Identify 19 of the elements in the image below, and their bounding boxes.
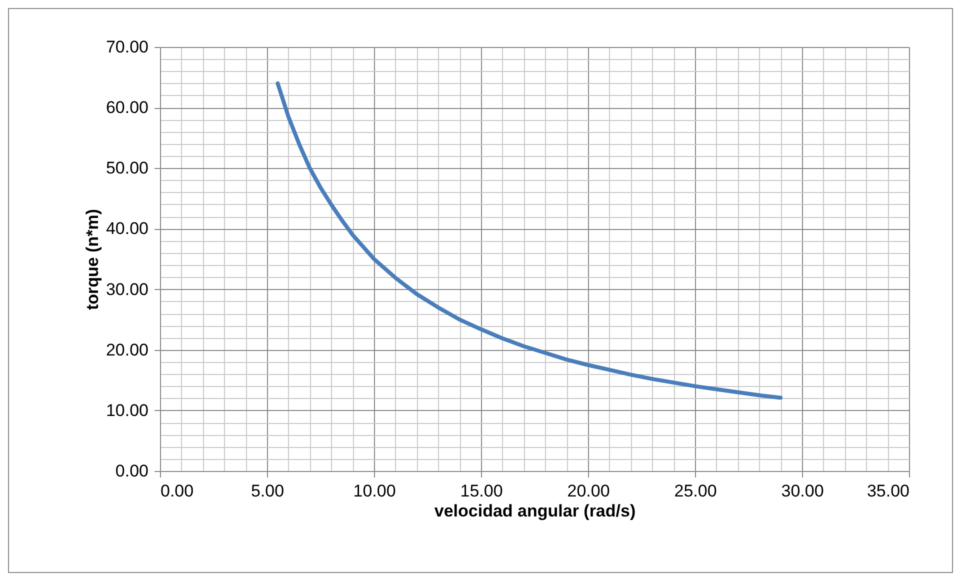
- y-tick-label: 30.00: [106, 280, 148, 299]
- x-tick-label: 30.00: [781, 482, 824, 500]
- x-tick-label: 35.00: [866, 482, 910, 500]
- y-axis-title: torque (n*m): [82, 208, 102, 310]
- x-tick-label: 20.00: [567, 482, 610, 500]
- x-tick-label: 5.00: [250, 482, 284, 500]
- y-tick-label: 60.00: [106, 98, 148, 118]
- y-tick-label: 50.00: [106, 158, 148, 178]
- y-tick-label: 0.00: [115, 462, 148, 480]
- x-tick-label: 10.00: [353, 482, 396, 500]
- x-tick-label: 25.00: [674, 482, 717, 500]
- y-tick-label: 70.00: [106, 38, 148, 56]
- x-tick-label: 0.00: [160, 482, 194, 500]
- y-tick-label: 40.00: [106, 219, 148, 238]
- y-tick-label: 20.00: [106, 340, 148, 360]
- x-axis-title: velocidad angular (rad/s): [434, 502, 636, 520]
- line-series: [276, 81, 783, 400]
- x-tick-label: 15.00: [460, 482, 503, 500]
- y-tick-label: 10.00: [106, 400, 148, 420]
